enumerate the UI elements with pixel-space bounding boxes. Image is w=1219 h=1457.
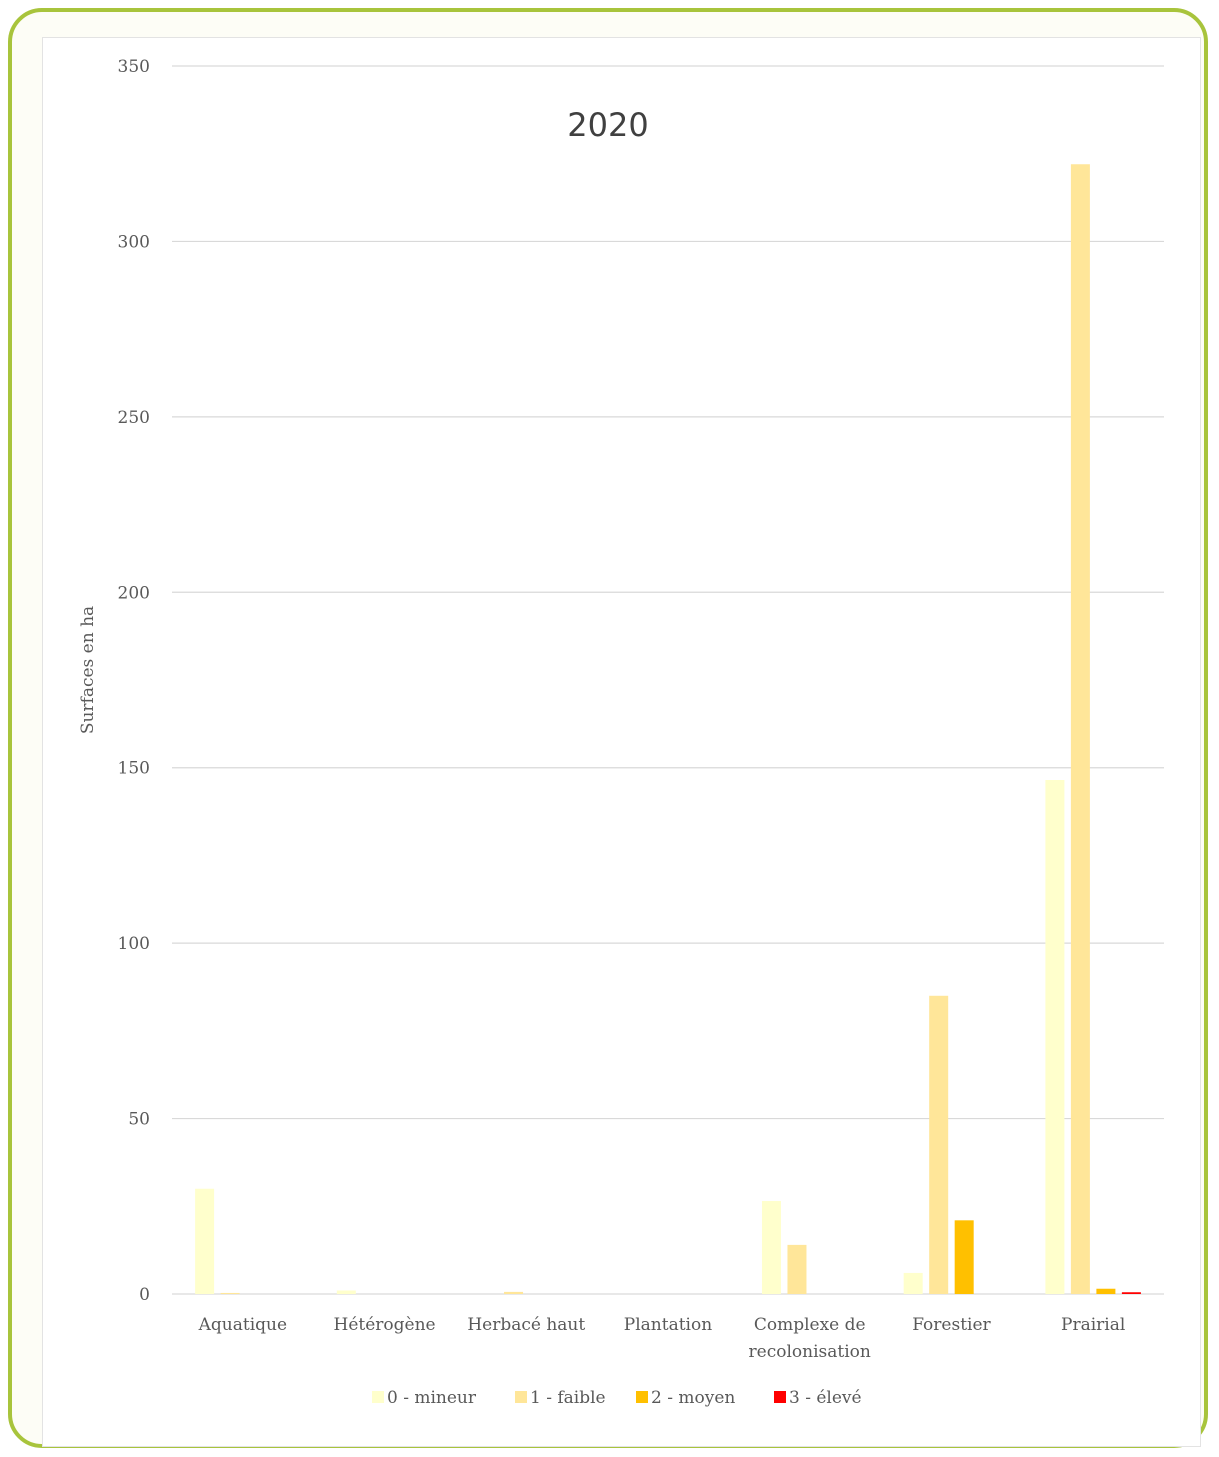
x-category-label: recolonisation xyxy=(749,1342,871,1362)
y-tick-label: 0 xyxy=(139,1285,150,1305)
bar xyxy=(929,995,949,1294)
legend-label: 1 - faible xyxy=(530,1388,606,1408)
x-axis-categories: Aquatique Hétérogène Herbacé haut Plantatio… xyxy=(198,1315,1126,1362)
legend-swatch xyxy=(372,1391,384,1403)
legend-swatch xyxy=(774,1391,786,1403)
legend-swatch xyxy=(515,1391,527,1403)
bar xyxy=(504,1291,524,1294)
x-category-label: Complexe de xyxy=(754,1315,866,1335)
legend-label: 2 - moyen xyxy=(651,1388,735,1408)
bar xyxy=(761,1201,781,1294)
legend-label: 3 - élevé xyxy=(789,1388,862,1408)
bar xyxy=(1070,164,1090,1295)
bar xyxy=(336,1290,356,1294)
x-category-label: Herbacé haut xyxy=(467,1315,585,1335)
x-category-label: Aquatique xyxy=(198,1315,287,1335)
bar xyxy=(220,1292,240,1294)
x-category-label: Prairial xyxy=(1061,1315,1125,1335)
y-tick-label: 250 xyxy=(118,408,150,428)
bar-chart: 0 50 100 150 200 250 300 350 Aquatique Hétérogèn… xyxy=(78,57,1164,1408)
legend-label: 0 - mineur xyxy=(387,1388,477,1408)
x-category-label: Forestier xyxy=(912,1315,991,1335)
y-tick-label: 100 xyxy=(118,934,150,954)
plot-area xyxy=(42,37,1201,1447)
chart-frame: 0 50 100 150 200 250 300 350 Aquatique Hétérogèn… xyxy=(8,8,1208,1448)
x-category-label: Plantation xyxy=(624,1315,712,1335)
y-axis-ticks: 0 50 100 150 200 250 300 350 xyxy=(118,57,150,1305)
y-tick-label: 200 xyxy=(118,583,150,603)
chart-title: 2020 xyxy=(567,106,648,144)
y-tick-label: 350 xyxy=(118,57,150,77)
bar xyxy=(1121,1292,1141,1294)
bar xyxy=(1096,1288,1116,1294)
y-tick-label: 300 xyxy=(118,232,150,252)
legend-swatch xyxy=(636,1391,648,1403)
y-axis-label: Surfaces en ha xyxy=(78,606,98,734)
bar xyxy=(903,1272,923,1294)
x-category-label: Hétérogène xyxy=(334,1315,436,1335)
bar xyxy=(195,1188,215,1294)
bars xyxy=(195,164,1141,1295)
y-tick-label: 150 xyxy=(118,759,150,779)
bar xyxy=(1045,779,1065,1294)
bar xyxy=(787,1244,807,1294)
bar xyxy=(954,1220,974,1294)
legend: 0 - mineur 1 - faible 2 - moyen 3 - élevé xyxy=(372,1388,862,1408)
gridlines xyxy=(172,65,1164,1295)
y-tick-label: 50 xyxy=(128,1110,150,1130)
